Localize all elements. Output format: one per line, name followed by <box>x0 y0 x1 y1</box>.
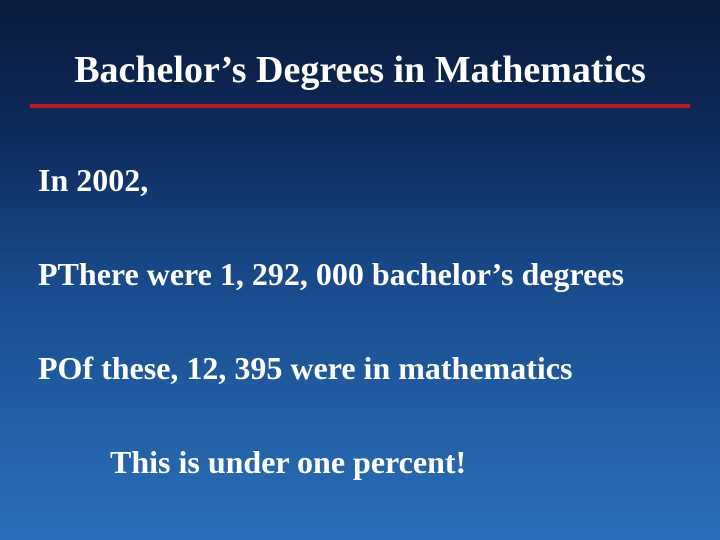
title-underline <box>30 104 690 108</box>
slide-title: Bachelor’s Degrees in Mathematics <box>0 48 720 92</box>
body-line-1: In 2002, <box>38 162 148 199</box>
slide: Bachelor’s Degrees in Mathematics In 200… <box>0 0 720 540</box>
body-line-4: This is under one percent! <box>110 444 466 481</box>
body-line-2: PThere were 1, 292, 000 bachelor’s degre… <box>38 256 624 293</box>
body-line-3: POf these, 12, 395 were in mathematics <box>38 350 572 387</box>
